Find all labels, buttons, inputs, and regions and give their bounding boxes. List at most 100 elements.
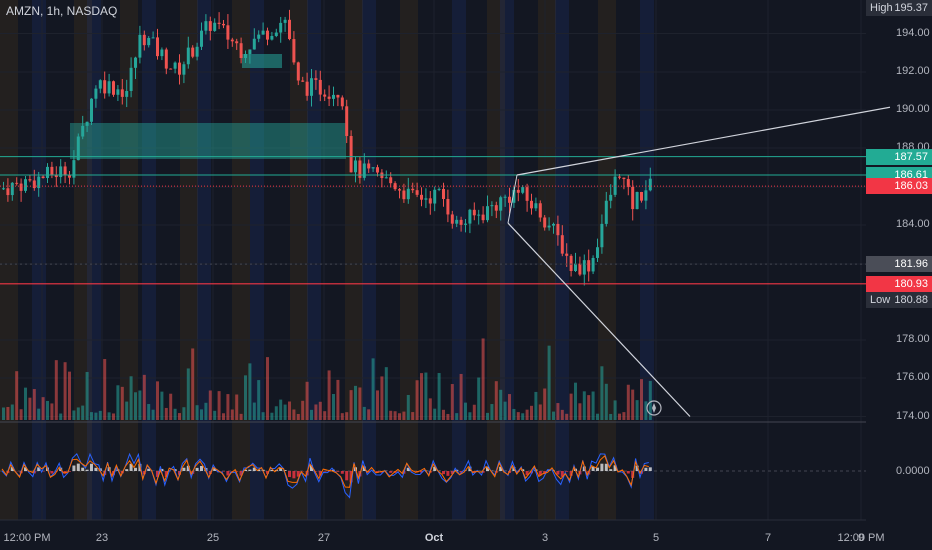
- volume-bar: [28, 397, 32, 420]
- session-band: [32, 0, 46, 520]
- x-tick-label: Oct: [424, 532, 444, 544]
- osc-histogram-bar: [230, 471, 234, 472]
- osc-histogram-bar: [591, 466, 595, 471]
- candle-body: [358, 160, 362, 178]
- candle-body: [622, 177, 626, 180]
- volume-bar: [125, 401, 129, 420]
- volume-bar: [186, 368, 190, 420]
- candle-body: [120, 89, 124, 97]
- candle-body: [244, 53, 247, 59]
- volume-bar: [450, 384, 454, 420]
- volume-bar: [349, 390, 353, 420]
- trend-line-lower: [507, 222, 691, 417]
- candle-body: [19, 183, 23, 191]
- volume-bar: [420, 373, 423, 420]
- osc-histogram-bar: [72, 465, 76, 471]
- volume-bar: [318, 401, 322, 420]
- volume-bar: [433, 408, 437, 420]
- candle-body: [257, 34, 261, 39]
- volume-bar: [376, 390, 379, 420]
- volume-bar: [24, 387, 27, 420]
- candle-body: [450, 214, 454, 224]
- candle-body: [552, 223, 555, 226]
- volume-bar: [323, 411, 327, 420]
- candle-body: [481, 214, 485, 221]
- candle-body: [15, 182, 19, 184]
- volume-bar: [354, 385, 357, 420]
- candle-body: [340, 97, 344, 107]
- volume-bar: [552, 411, 555, 420]
- osc-histogram-bar: [367, 471, 371, 473]
- trend-lines: [507, 106, 891, 417]
- volume-bar: [72, 410, 76, 420]
- volume-bar: [477, 377, 481, 420]
- candle-body: [415, 190, 419, 195]
- osc-histogram-bar: [596, 467, 599, 471]
- candle-body: [428, 198, 432, 204]
- osc-histogram-bar: [134, 467, 137, 471]
- symbol-title[interactable]: AMZN, 1h, NASDAQ: [6, 4, 118, 18]
- volume-bar: [19, 409, 23, 420]
- volume-bar: [151, 409, 155, 420]
- volume-bar: [582, 391, 586, 420]
- osc-histogram-bar: [68, 471, 71, 472]
- candle-body: [354, 160, 357, 173]
- volume-bar: [644, 401, 648, 420]
- osc-histogram-bar: [314, 471, 318, 472]
- candle-body: [367, 163, 371, 169]
- candle-body: [178, 62, 181, 75]
- low-label: Low: [870, 294, 891, 306]
- volume-bar: [380, 376, 384, 420]
- volume-bar: [248, 363, 252, 420]
- candle-body: [90, 98, 93, 122]
- volume-bar: [217, 391, 221, 420]
- x-tick-label: 12:00 PM: [3, 532, 51, 544]
- candle-body: [217, 22, 221, 24]
- candles: [2, 9, 652, 286]
- volume-bar: [244, 375, 247, 420]
- volume-bar: [631, 389, 635, 420]
- session-band: [120, 0, 138, 520]
- volume-bar: [169, 393, 173, 420]
- candle-body: [543, 217, 547, 228]
- candle-body: [182, 64, 186, 75]
- supply-zone: [242, 54, 282, 68]
- osc-histogram-bar: [556, 471, 560, 475]
- candle-body: [512, 189, 516, 203]
- volume-bar: [222, 413, 225, 420]
- candle-body: [59, 166, 63, 178]
- candle-body: [587, 260, 591, 272]
- volume-bar: [446, 413, 450, 420]
- osc-histogram-bar: [226, 471, 230, 476]
- x-tick-label: 7: [764, 532, 772, 544]
- high-label: High: [870, 2, 893, 14]
- candle-body: [151, 37, 155, 39]
- osc-histogram-bar: [270, 469, 274, 471]
- osc-histogram-bar: [164, 471, 168, 477]
- session-band: [500, 0, 514, 520]
- osc-histogram-bar: [76, 463, 80, 471]
- candle-body: [499, 197, 503, 211]
- candle-body: [648, 178, 652, 191]
- alert-icon[interactable]: [646, 400, 662, 416]
- candle-body: [644, 190, 648, 201]
- osc-histogram-bar: [340, 471, 344, 474]
- candle-body: [2, 188, 5, 190]
- volume-bar: [120, 386, 124, 420]
- session-band: [640, 0, 654, 520]
- volume-bar: [530, 405, 533, 420]
- osc-histogram-bar: [442, 471, 445, 475]
- osc-histogram-bar: [50, 471, 54, 474]
- y-axis[interactable]: High 195.37 194.00192.00190.00188.00186.…: [866, 0, 932, 520]
- candle-body: [442, 188, 445, 199]
- volume-bar: [68, 371, 71, 420]
- volume-bar: [398, 413, 401, 420]
- osc-histogram-bar: [420, 471, 423, 473]
- candle-body: [94, 88, 98, 99]
- osc-histogram-bar: [182, 467, 186, 471]
- volume-bar: [200, 409, 203, 420]
- x-tick-label: 12:00 PM: [837, 532, 885, 544]
- candle-body: [569, 255, 573, 272]
- osc-histogram-bar: [538, 471, 542, 476]
